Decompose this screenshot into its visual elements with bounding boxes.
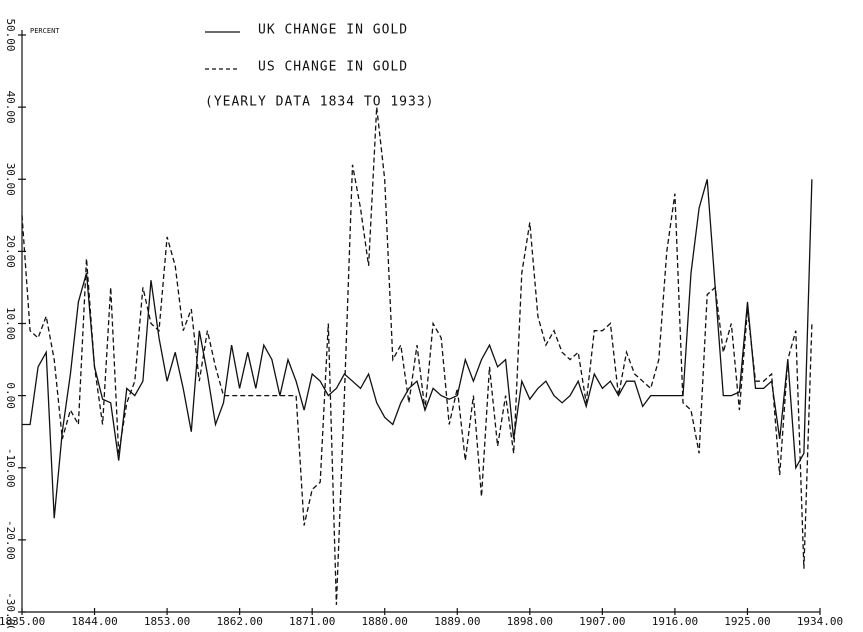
y-tick-label: 40.00 bbox=[4, 91, 17, 124]
x-tick-label: 1862.00 bbox=[216, 615, 262, 628]
y-axis-label: PERCENT bbox=[30, 27, 60, 35]
x-tick-label: 1880.00 bbox=[362, 615, 408, 628]
y-tick-label: -20.00 bbox=[4, 520, 17, 560]
y-tick-label: 20.00 bbox=[4, 235, 17, 268]
y-tick-label: 0.00 bbox=[4, 382, 17, 409]
x-tick-label: 1853.00 bbox=[144, 615, 190, 628]
y-tick-label: -10.00 bbox=[4, 448, 17, 488]
x-tick-label: 1898.00 bbox=[507, 615, 553, 628]
x-tick-label: 1844.00 bbox=[71, 615, 117, 628]
x-tick-label: 1871.00 bbox=[289, 615, 335, 628]
y-tick-label: 50.00 bbox=[4, 18, 17, 51]
y-tick-label: 30.00 bbox=[4, 163, 17, 196]
legend-label: US CHANGE IN GOLD bbox=[258, 60, 408, 75]
series-line bbox=[21, 107, 813, 605]
x-tick-label: 1835.00 bbox=[0, 615, 45, 628]
y-tick-label: -30.00 bbox=[4, 592, 17, 628]
series-line bbox=[22, 179, 813, 519]
x-tick-label: 1916.00 bbox=[652, 615, 698, 628]
y-tick-label: 10.00 bbox=[4, 307, 17, 340]
annotation: (YEARLY DATA 1834 TO 1933) bbox=[205, 95, 435, 110]
x-tick-label: 1907.00 bbox=[579, 615, 625, 628]
x-tick-label: 1889.00 bbox=[434, 615, 480, 628]
x-tick-label: 1934.00 bbox=[797, 615, 843, 628]
x-tick-label: 1925.00 bbox=[724, 615, 770, 628]
legend-label: UK CHANGE IN GOLD bbox=[258, 23, 408, 38]
